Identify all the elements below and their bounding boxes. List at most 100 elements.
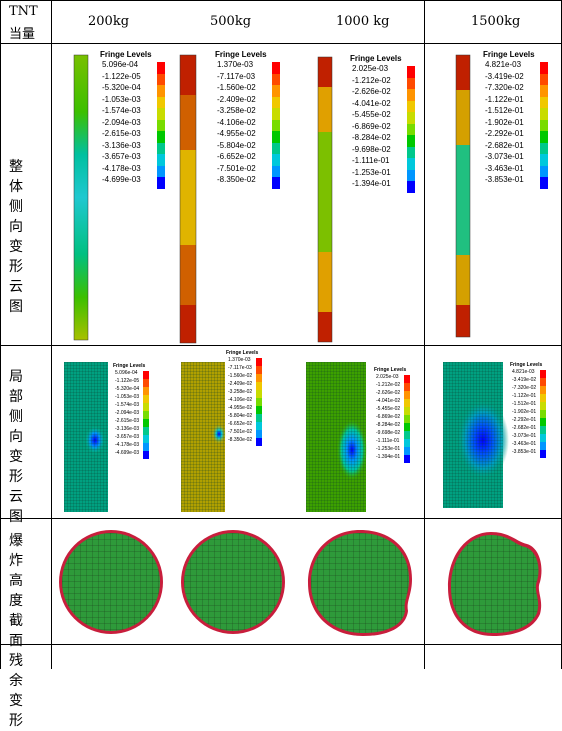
fringe-level-value: -2.292e-01: [485, 129, 524, 138]
fringe-color-swatch: [407, 135, 415, 147]
fringe-level-value: -3.657e-03: [115, 434, 140, 440]
fringe-level-value: -3.073e-01: [485, 152, 524, 161]
fringe-level-value: -9.698e-02: [376, 430, 401, 436]
fringe-level-value: -8.284e-02: [352, 133, 391, 142]
fringe-color-swatch: [407, 89, 415, 101]
fringe-color-swatch: [143, 371, 149, 379]
fringe-level-value: -1.053e-03: [102, 94, 141, 104]
fringe-legend-title: Fringe Levels: [226, 350, 259, 356]
fringe-level-value: -4.955e-02: [217, 129, 256, 138]
fringe-level-value: -7.117e-03: [228, 365, 252, 371]
fringe-level-value: -4.178e-03: [102, 163, 141, 173]
fringe-level-value: -4.106e-02: [228, 397, 253, 403]
local-mesh-1000kg: [306, 362, 367, 512]
fringe-color-swatch: [157, 154, 165, 166]
fringe-color-swatch: [272, 119, 280, 131]
fringe-color-swatch: [540, 85, 548, 97]
fringe-level-value: -3.463e-01: [485, 163, 524, 173]
fringe-level-value: -2.094e-03: [102, 117, 141, 127]
fringe-level-value: -5.455e-02: [352, 110, 391, 119]
fringe-level-value: 4.821e-03: [512, 369, 535, 375]
fringe-color-swatch: [272, 142, 280, 154]
fringe-level-value: -1.512e-01: [512, 401, 537, 407]
fringe-color-swatch: [540, 370, 546, 378]
header-divider: [0, 43, 562, 44]
fringe-color-swatch: [272, 108, 280, 120]
fringe-color-swatch: [407, 112, 415, 124]
row-label-overall: 整体侧向变形云图: [9, 159, 23, 315]
fringe-level-value: -2.094e-03: [115, 410, 140, 416]
table-border-left: [0, 0, 1, 669]
fringe-level-value: -3.853e-01: [512, 449, 537, 455]
column-contour-1000kg: [317, 56, 333, 343]
fringe-level-value: -3.258e-02: [217, 106, 256, 115]
fringe-legend-title: Fringe Levels: [350, 54, 402, 63]
fringe-color-swatch: [540, 177, 548, 189]
fringe-level-value: -6.869e-02: [376, 414, 401, 420]
fringe-color-swatch: [143, 435, 149, 443]
case-header-1000kg: 1000 kg: [336, 14, 390, 29]
fringe-level-value: -2.292e-01: [512, 417, 537, 423]
fringe-level-value: -7.320e-02: [485, 83, 524, 92]
column-contour-500kg: [179, 54, 197, 344]
fringe-color-swatch: [256, 358, 262, 366]
fringe-level-value: -2.409e-02: [217, 94, 256, 104]
fringe-level-value: -2.615e-03: [102, 129, 141, 138]
fringe-level-value: -8.350e-02: [228, 437, 253, 443]
fringe-level-value: -1.253e-01: [352, 167, 391, 177]
fringe-color-swatch: [540, 402, 546, 410]
fringe-color-swatch: [157, 177, 165, 189]
fringe-color-swatch: [256, 390, 262, 398]
fringe-color-swatch: [256, 414, 262, 422]
fringe-color-swatch: [404, 399, 410, 407]
fringe-color-swatch: [256, 374, 262, 382]
fringe-color-swatch: [256, 382, 262, 390]
fringe-color-swatch: [157, 142, 165, 154]
fringe-color-swatch: [404, 415, 410, 423]
fringe-color-swatch: [407, 169, 415, 181]
fringe-level-value: 2.025e-03: [376, 374, 399, 380]
fringe-color-swatch: [407, 181, 415, 193]
fringe-color-swatch: [540, 131, 548, 143]
fringe-color-swatch: [407, 123, 415, 135]
fringe-level-value: -1.253e-01: [376, 446, 401, 452]
fringe-level-value: -3.853e-01: [485, 175, 524, 184]
fringe-color-swatch: [404, 391, 410, 399]
table-border-top: [0, 0, 562, 1]
fringe-color-swatch: [404, 423, 410, 431]
fringe-color-swatch: [540, 410, 546, 418]
fringe-level-value: -6.869e-02: [352, 121, 391, 131]
fringe-level-value: -1.560e-02: [228, 373, 253, 379]
row-label-local: 局部侧向变形云图: [9, 369, 23, 525]
fringe-color-swatch: [157, 119, 165, 131]
fringe-level-value: -3.419e-02: [485, 71, 524, 81]
fringe-color-swatch: [256, 398, 262, 406]
fringe-level-value: -4.955e-02: [228, 405, 253, 411]
tnt-equivalent-label: 当量: [9, 27, 36, 42]
fringe-legend-title: Fringe Levels: [100, 50, 152, 59]
fringe-level-value: -5.320e-04: [115, 386, 140, 392]
cross-section-1500kg: [448, 532, 542, 636]
column-contour-200kg: [73, 54, 89, 341]
fringe-color-swatch: [540, 418, 546, 426]
fringe-level-value: -7.501e-02: [217, 163, 256, 173]
cross-section-500kg: [181, 530, 285, 634]
fringe-level-value: -1.574e-03: [115, 402, 140, 408]
fringe-color-swatch: [540, 378, 546, 386]
fringe-color-swatch: [540, 426, 546, 434]
fringe-level-value: -7.117e-03: [217, 71, 256, 81]
fringe-color-swatch: [157, 108, 165, 120]
fringe-color-swatch: [540, 142, 548, 154]
fringe-color-swatch: [404, 455, 410, 463]
fringe-level-value: -5.804e-02: [228, 413, 253, 419]
fringe-color-swatch: [143, 451, 149, 459]
fringe-level-value: -1.122e-05: [102, 71, 141, 81]
fringe-color-swatch: [157, 165, 165, 177]
fringe-color-swatch: [272, 62, 280, 74]
fringe-level-value: -7.501e-02: [228, 429, 253, 435]
fringe-color-swatch: [540, 154, 548, 166]
fringe-level-value: -1.574e-03: [102, 106, 141, 115]
fringe-level-value: -1.394e-01: [376, 454, 401, 460]
fringe-level-value: 5.096e-04: [115, 370, 138, 376]
fringe-color-swatch: [143, 395, 149, 403]
